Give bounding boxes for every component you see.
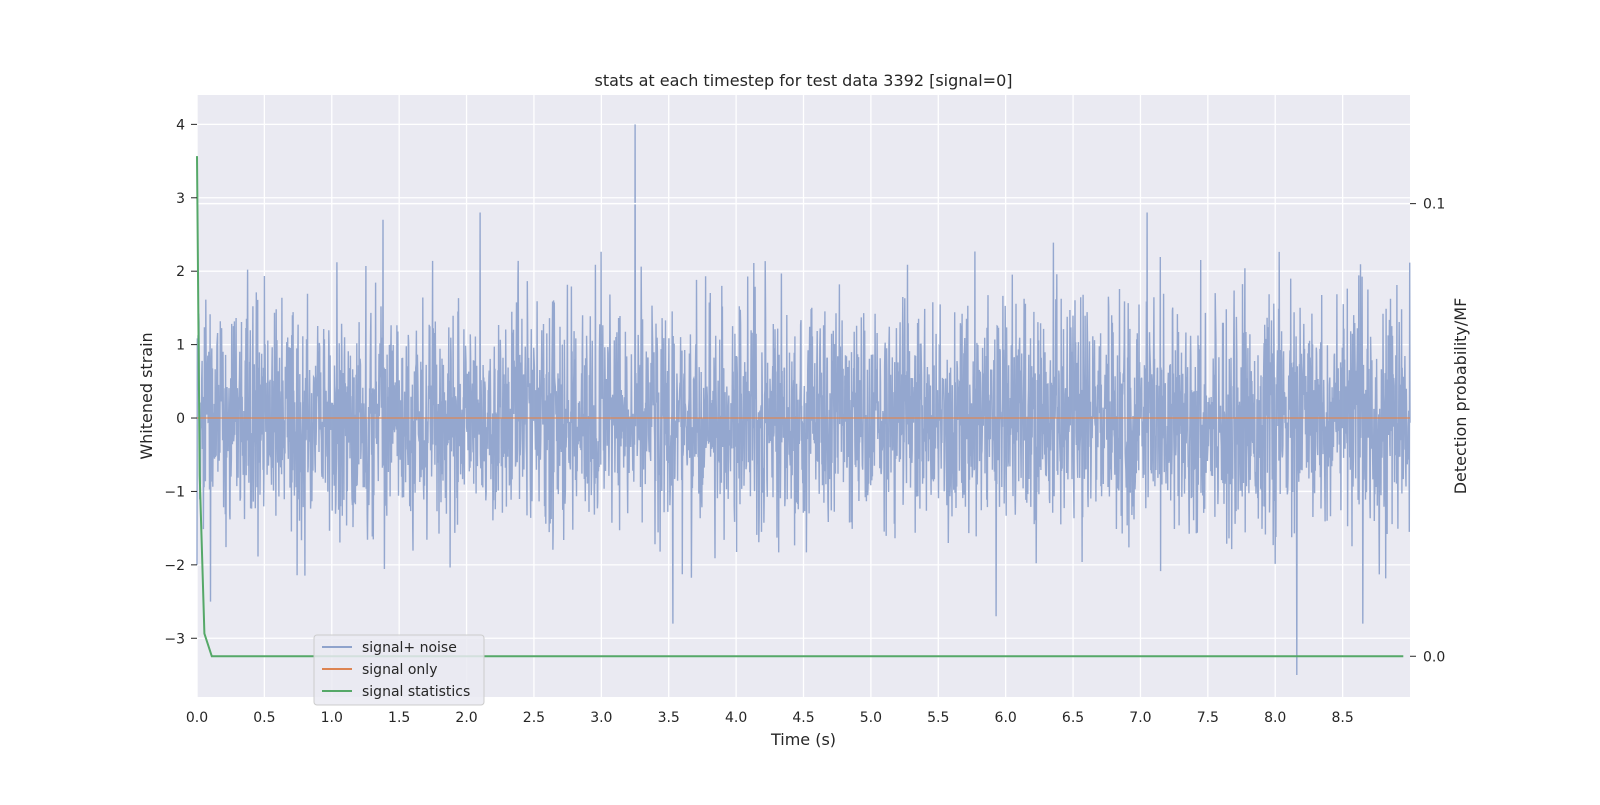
legend: signal+ noise signal only signal statist…: [313, 634, 485, 706]
x-tick-label: 4.5: [792, 710, 814, 726]
legend-label-signal-statistics: signal statistics: [362, 684, 470, 700]
y-tick-label: 0: [176, 411, 185, 427]
x-tick-label: 0.5: [253, 710, 275, 726]
y2-axis-label: Detection probability/MF: [1451, 298, 1470, 495]
y-tick-label: −1: [164, 484, 185, 500]
x-tick-label: 3.5: [658, 710, 680, 726]
legend-label-signal-noise: signal+ noise: [362, 640, 457, 656]
axis-ticks: 0.0 0.5 1.0 1.5 2.0 2.5 3.0 3.5 4.0 4.5 5.0 5.5 6.0 6…: [164, 117, 1445, 726]
x-tick-label: 1.0: [321, 710, 343, 726]
legend-box: [313, 634, 485, 706]
series-signal-statistics: [196, 156, 1404, 658]
legend-label-signal-only: signal only: [362, 662, 437, 678]
x-tick-label: 3.0: [590, 710, 612, 726]
chart-title: stats at each timestep for test data 339…: [594, 71, 1012, 90]
x-tick-label: 1.5: [388, 710, 410, 726]
y-tick-label: 2: [176, 264, 185, 280]
x-tick-label: 4.0: [725, 710, 747, 726]
x-tick-label: 0.0: [186, 710, 208, 726]
x-tick-label: 5.5: [927, 710, 949, 726]
x-tick-label: 6.5: [1062, 710, 1084, 726]
x-tick-label: 2.5: [523, 710, 545, 726]
x-tick-label: 8.0: [1264, 710, 1286, 726]
x-tick-label: 7.5: [1197, 710, 1219, 726]
y-tick-label: −3: [164, 631, 185, 647]
x-tick-label: 2.0: [455, 710, 477, 726]
x-axis-label: Time (s): [770, 730, 836, 749]
y-tick-label: 1: [176, 338, 185, 354]
x-tick-label: 7.0: [1129, 710, 1151, 726]
y2-tick-label: 0.0: [1423, 649, 1445, 665]
y-axis-label: Whitened strain: [137, 332, 156, 459]
x-tick-label: 6.0: [995, 710, 1017, 726]
series-layer: [196, 124, 1411, 676]
y-tick-label: 3: [176, 191, 185, 207]
y-tick-label: 4: [176, 117, 185, 133]
series-signal-noise: [196, 124, 1411, 676]
x-tick-label: 8.5: [1331, 710, 1353, 726]
x-tick-label: 5.0: [860, 710, 882, 726]
y-tick-label: −2: [164, 558, 185, 574]
y2-tick-label: 0.1: [1423, 197, 1445, 213]
